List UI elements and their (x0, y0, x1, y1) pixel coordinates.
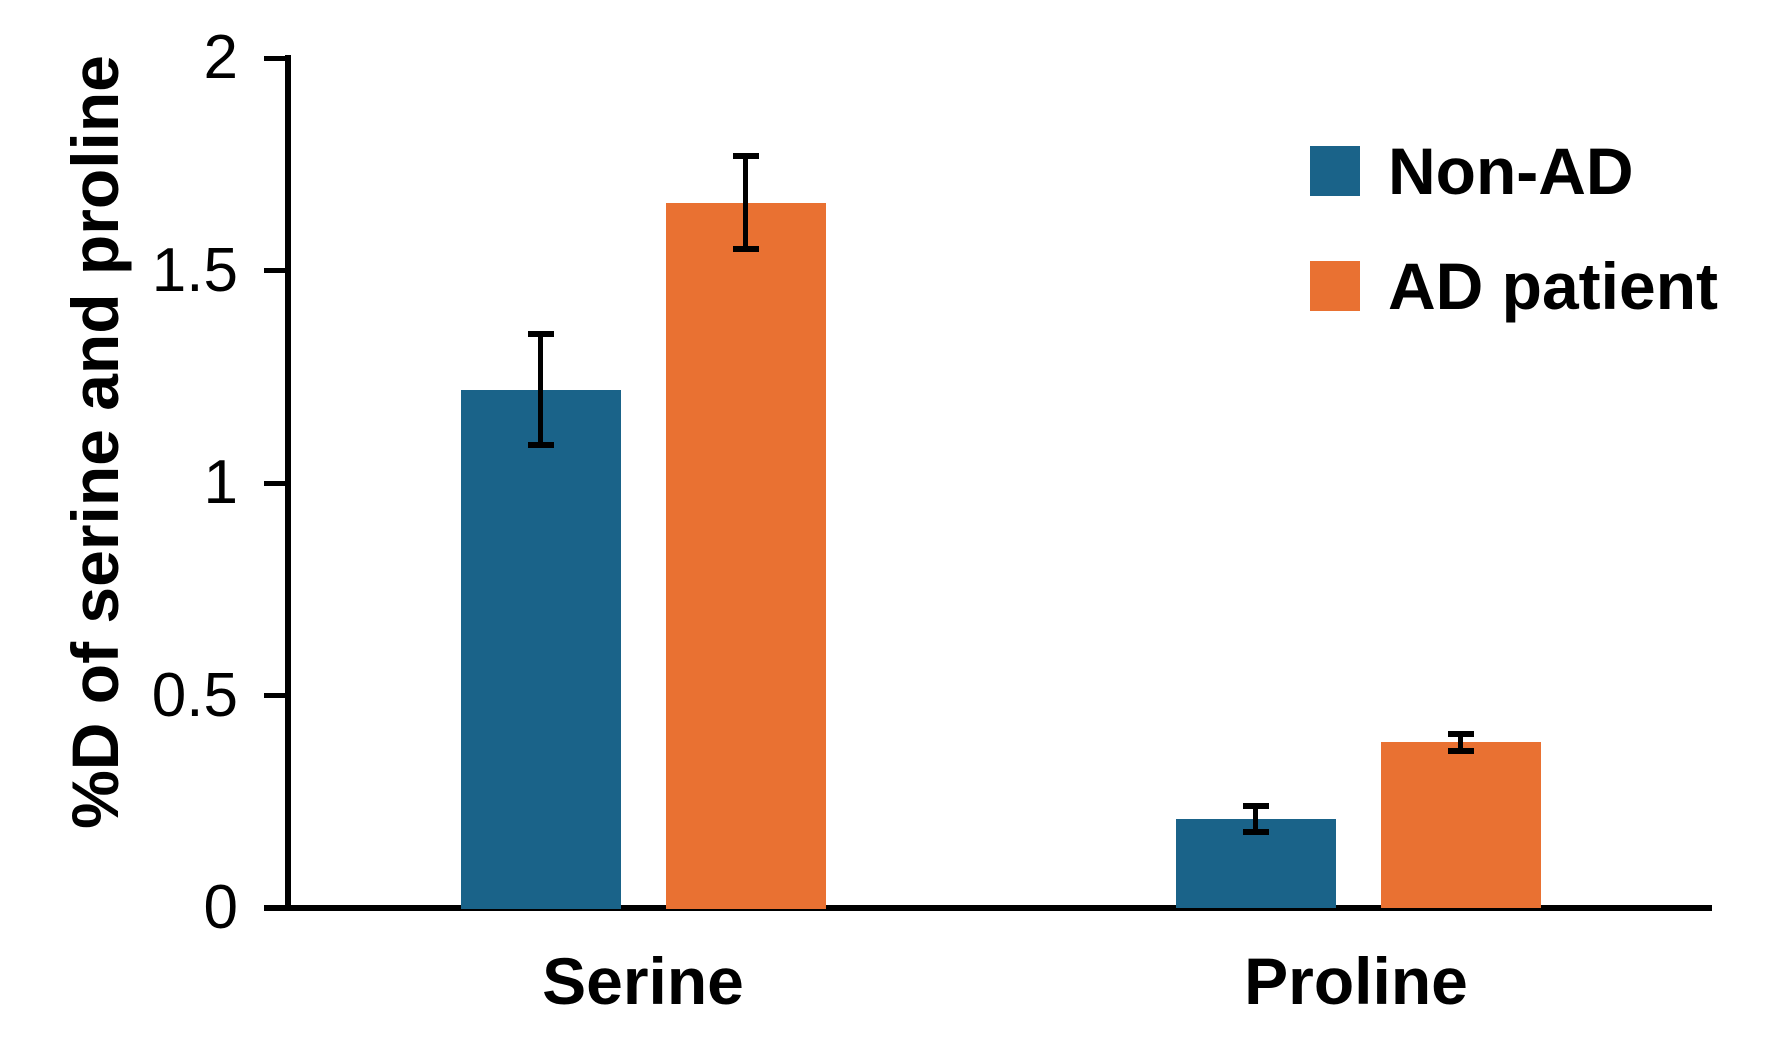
error-bar-cap (1243, 803, 1269, 809)
error-bar-cap (733, 246, 759, 252)
y-axis-tick-label: 1 (203, 448, 238, 517)
error-bar-cap (1243, 829, 1269, 835)
error-bar-cap (733, 153, 759, 159)
legend-swatch-ad-patient (1310, 261, 1360, 311)
y-axis-tick (264, 268, 290, 273)
bar-ad-patient-serine (666, 203, 826, 909)
y-axis-tick (264, 56, 290, 61)
bar-ad-patient-proline (1381, 742, 1541, 908)
error-bar-cap (528, 442, 554, 448)
error-bar-cap (528, 331, 554, 337)
legend-swatch-non-ad (1310, 146, 1360, 196)
x-axis-line (264, 905, 1712, 911)
y-axis-tick (264, 481, 290, 486)
error-bar-line (1253, 806, 1258, 832)
error-bar-line (538, 334, 543, 445)
error-bar-line (1458, 734, 1463, 751)
error-bar-cap (1448, 731, 1474, 737)
bar-non-ad-serine (461, 390, 621, 909)
x-category-label-proline: Proline (1244, 944, 1468, 1018)
error-bar-cap (1448, 748, 1474, 754)
error-bar-line (743, 156, 748, 250)
y-axis-tick-label: 2 (203, 23, 238, 92)
y-axis-tick-label: 0.5 (151, 661, 238, 730)
legend-label-ad-patient: AD patient (1388, 249, 1718, 323)
y-axis-tick-label: 1.5 (151, 236, 238, 305)
y-axis-tick-label: 0 (203, 873, 238, 942)
y-axis-tick (264, 906, 290, 911)
legend-item-non-ad: Non-AD (1310, 134, 1634, 208)
legend-item-ad-patient: AD patient (1310, 249, 1718, 323)
x-category-label-serine: Serine (542, 944, 744, 1018)
legend-label-non-ad: Non-AD (1388, 134, 1634, 208)
y-axis-tick (264, 693, 290, 698)
